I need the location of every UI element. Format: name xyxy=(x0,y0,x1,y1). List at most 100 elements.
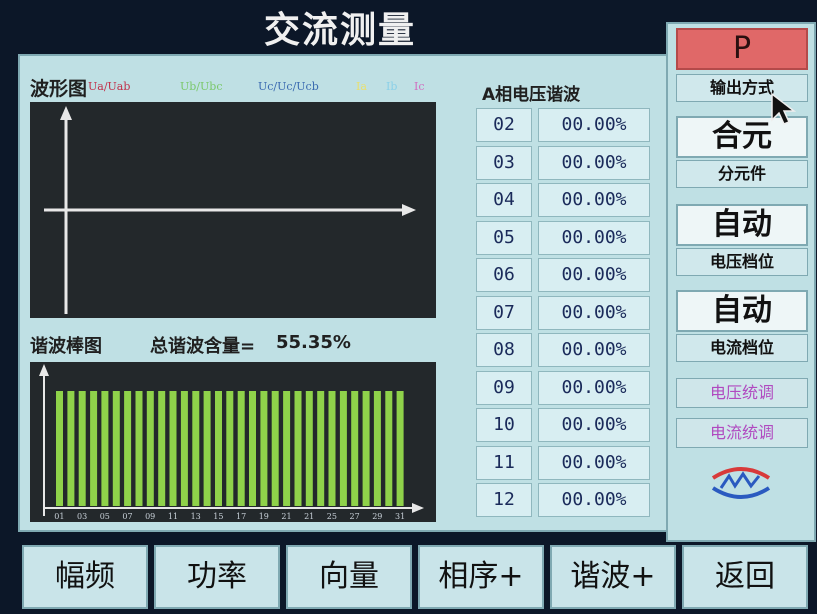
vector-button[interactable]: 向量 xyxy=(286,545,412,609)
harmonic-bar xyxy=(317,391,325,506)
back-button[interactable]: 返回 xyxy=(682,545,808,609)
legend-ua: Ua/Uab xyxy=(88,80,131,93)
harmonic-bar xyxy=(67,391,75,506)
bar-tick-label: 19 xyxy=(259,512,269,521)
bar-tick-label: 17 xyxy=(236,512,246,521)
wave-x-arrow xyxy=(402,204,416,216)
amp-freq-button[interactable]: 幅频 xyxy=(22,545,148,609)
harmonic-bar xyxy=(385,391,393,506)
bar-y-arrow xyxy=(39,364,49,376)
bar-tick-label: 05 xyxy=(100,512,110,521)
harmonic-value-cell: 00.00% xyxy=(538,221,650,255)
harmonic-bar xyxy=(396,391,404,506)
thd-value: 55.35% xyxy=(276,332,351,353)
mouse-cursor-icon xyxy=(771,92,796,125)
harmonic-order-cell: 11 xyxy=(476,446,532,480)
harmonic-order-cell: 07 xyxy=(476,296,532,330)
voltage-range-button[interactable]: 自动 xyxy=(676,204,808,246)
legend-ic: Ic xyxy=(414,80,425,93)
waveform-display xyxy=(30,102,436,318)
harmonic-bar xyxy=(283,391,291,506)
harmonic-table-title: A相电压谐波 xyxy=(482,85,581,105)
harmonic-bar xyxy=(112,391,120,506)
harmonic-bar xyxy=(124,391,132,506)
harmonic-bar xyxy=(271,391,279,506)
harmonic-value-cell: 00.00% xyxy=(538,183,650,217)
harmonic-order-cell: 12 xyxy=(476,483,532,517)
harmonic-bar xyxy=(180,391,188,506)
thd-label: 总谐波含量= xyxy=(150,336,256,357)
harmonic-value-cell: 00.00% xyxy=(538,108,650,142)
bar-tick-label: 03 xyxy=(77,512,87,521)
harmonic-value-cell: 00.00% xyxy=(538,371,650,405)
harmonic-button[interactable]: 谐波+ xyxy=(550,545,676,609)
harmonic-bar xyxy=(101,391,109,506)
harmonic-bar xyxy=(90,391,98,506)
harmonic-bar xyxy=(135,391,143,506)
bar-tick-label: 09 xyxy=(145,512,155,521)
harmonic-value-cell: 00.00% xyxy=(538,146,650,180)
harmonic-value-cell: 00.00% xyxy=(538,446,650,480)
harmonic-bar xyxy=(215,391,222,506)
p-button[interactable]: P xyxy=(676,28,808,70)
bar-x-arrow xyxy=(412,503,424,513)
harmonic-bar xyxy=(146,391,154,506)
harmonic-value-cell: 00.00% xyxy=(538,483,650,517)
brand-logo-icon xyxy=(711,467,771,499)
harmonic-bar xyxy=(237,391,245,506)
bar-tick-label: 29 xyxy=(372,512,382,521)
legend-ib: Ib xyxy=(386,80,398,93)
bar-tick-label: 25 xyxy=(327,512,337,521)
harmonic-bar xyxy=(192,391,200,506)
legend-ub: Ub/Ubc xyxy=(180,80,223,93)
harmonic-value-cell: 00.00% xyxy=(538,296,650,330)
current-range-button[interactable]: 自动 xyxy=(676,290,808,332)
harmonic-bar xyxy=(169,391,177,506)
waveform-title: 波形图 xyxy=(30,78,88,100)
wave-y-arrow xyxy=(60,106,72,120)
harmonic-order-cell: 05 xyxy=(476,221,532,255)
harmonic-order-cell: 08 xyxy=(476,333,532,367)
harmonic-order-cell: 02 xyxy=(476,108,532,142)
element-label[interactable]: 分元件 xyxy=(676,160,808,188)
output-mode-label[interactable]: 输出方式 xyxy=(676,74,808,102)
harmonic-bar xyxy=(56,391,63,506)
bar-tick-label: 13 xyxy=(191,512,201,521)
harmonic-bar xyxy=(260,391,268,506)
current-adjust-button[interactable]: 电流统调 xyxy=(676,418,808,448)
harmonic-bar xyxy=(339,391,347,506)
harmonic-bar xyxy=(373,391,381,506)
harmonic-value-cell: 00.00% xyxy=(538,408,650,442)
bar-tick-label: 31 xyxy=(395,512,405,521)
harmonic-order-cell: 06 xyxy=(476,258,532,292)
harmonic-bar xyxy=(351,391,359,506)
harmonic-bar xyxy=(362,391,370,506)
power-button[interactable]: 功率 xyxy=(154,545,280,609)
harmonic-bar xyxy=(294,391,302,506)
legend-ia: Ia xyxy=(356,80,367,93)
harmonic-bar xyxy=(158,391,166,506)
harmonic-bar xyxy=(203,391,211,506)
harmonic-bar xyxy=(249,391,256,506)
harmonic-order-cell: 09 xyxy=(476,371,532,405)
harmonic-bar xyxy=(78,391,86,506)
bar-tick-label: 07 xyxy=(122,512,132,521)
harmonic-bar xyxy=(328,391,336,506)
bar-tick-label: 01 xyxy=(54,512,64,521)
voltage-adjust-button[interactable]: 电压统调 xyxy=(676,378,808,408)
phase-sequence-button[interactable]: 相序+ xyxy=(418,545,544,609)
harmonic-value-cell: 00.00% xyxy=(538,258,650,292)
bar-tick-label: 21 xyxy=(304,512,314,521)
bar-tick-label: 15 xyxy=(213,512,223,521)
bar-tick-label: 21 xyxy=(281,512,291,521)
bar-tick-label: 11 xyxy=(168,512,178,521)
bar-tick-label: 27 xyxy=(350,512,360,521)
harmonic-bar-chart: 01 03 05 07 09 11 13 15 17 19 21 21 25 27 29 31 xyxy=(30,362,436,522)
legend-uc: Uc/Uc/Ucb xyxy=(258,80,319,93)
current-range-label: 电流档位 xyxy=(676,334,808,362)
harmonic-order-cell: 04 xyxy=(476,183,532,217)
page-title: 交流测量 xyxy=(263,10,416,51)
harmonic-bar xyxy=(226,391,234,506)
harmonic-bar xyxy=(305,391,313,506)
